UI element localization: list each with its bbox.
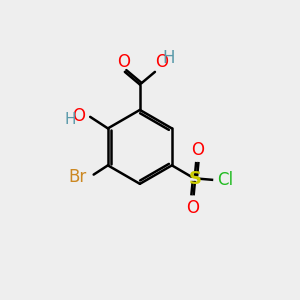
Text: Cl: Cl	[217, 171, 233, 189]
Text: H: H	[163, 49, 175, 67]
Text: H: H	[65, 112, 76, 127]
Text: O: O	[156, 53, 169, 71]
Text: S: S	[188, 169, 201, 188]
Text: O: O	[191, 140, 204, 158]
Text: O: O	[72, 107, 85, 125]
Text: O: O	[117, 53, 130, 71]
Text: Br: Br	[68, 168, 87, 186]
Text: O: O	[186, 199, 199, 217]
